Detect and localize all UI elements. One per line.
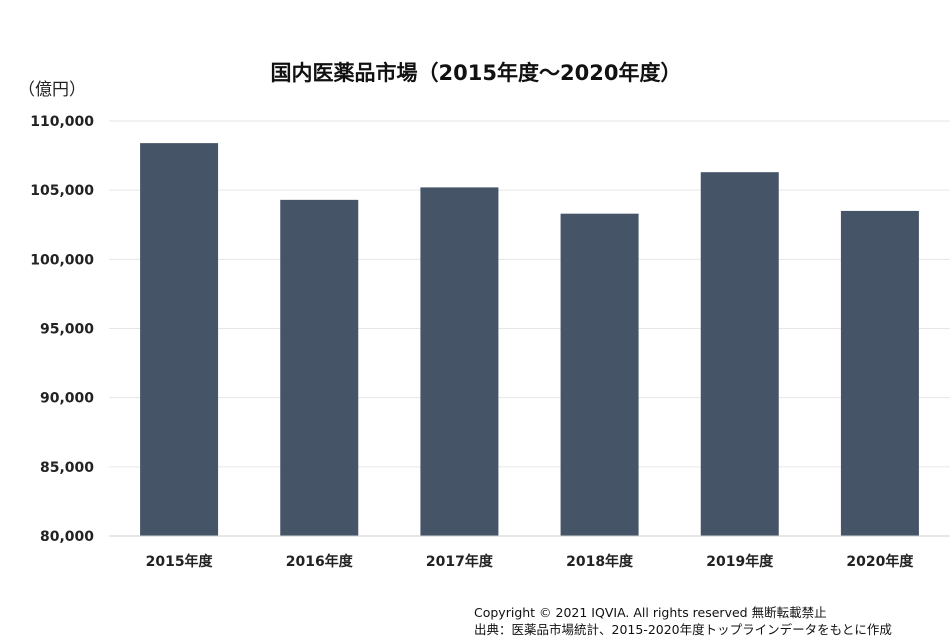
copyright-text: Copyright © 2021 IQVIA. All rights reser…	[474, 605, 827, 620]
y-tick-label: 85,000	[40, 460, 94, 476]
bar-2019年度	[700, 172, 779, 536]
gridlines	[109, 120, 950, 468]
x-tick-label: 2019年度	[706, 553, 774, 570]
y-tick-label: 90,000	[40, 391, 94, 407]
x-axis-ticks: 2015年度 2016年度 2017年度 2018年度 2019年度 2020年度	[146, 553, 915, 570]
y-tick-label: 100,000	[30, 252, 94, 268]
y-tick-label: 95,000	[40, 322, 94, 338]
bar-2015年度	[140, 143, 219, 536]
bar-2020年度	[840, 210, 919, 536]
x-tick-label: 2017年度	[426, 553, 494, 570]
bar-chart: 国内医薬品市場（2015年度～2020年度） （億円） 110,000 105,0…	[18, 61, 950, 570]
x-tick-label: 2016年度	[286, 553, 354, 570]
x-tick-label: 2020年度	[846, 553, 914, 570]
bar-2016年度	[280, 199, 359, 536]
source-text: 出典：医薬品市場統計、2015-2020年度トップラインデータをもとに作成	[474, 622, 892, 637]
y-tick-label: 110,000	[30, 114, 94, 130]
y-tick-label: 80,000	[40, 529, 94, 545]
y-axis-ticks: 110,000 105,000 100,000 95,000 90,000 85,000 8…	[30, 114, 94, 545]
bars	[140, 143, 919, 536]
bar-2018年度	[560, 213, 639, 536]
chart-title: 国内医薬品市場（2015年度～2020年度）	[271, 61, 682, 85]
bar-2017年度	[420, 187, 499, 536]
y-axis-unit-label: （億円）	[18, 80, 86, 100]
x-tick-label: 2018年度	[566, 553, 634, 570]
x-tick-label: 2015年度	[146, 553, 214, 570]
y-tick-label: 105,000	[30, 183, 94, 199]
